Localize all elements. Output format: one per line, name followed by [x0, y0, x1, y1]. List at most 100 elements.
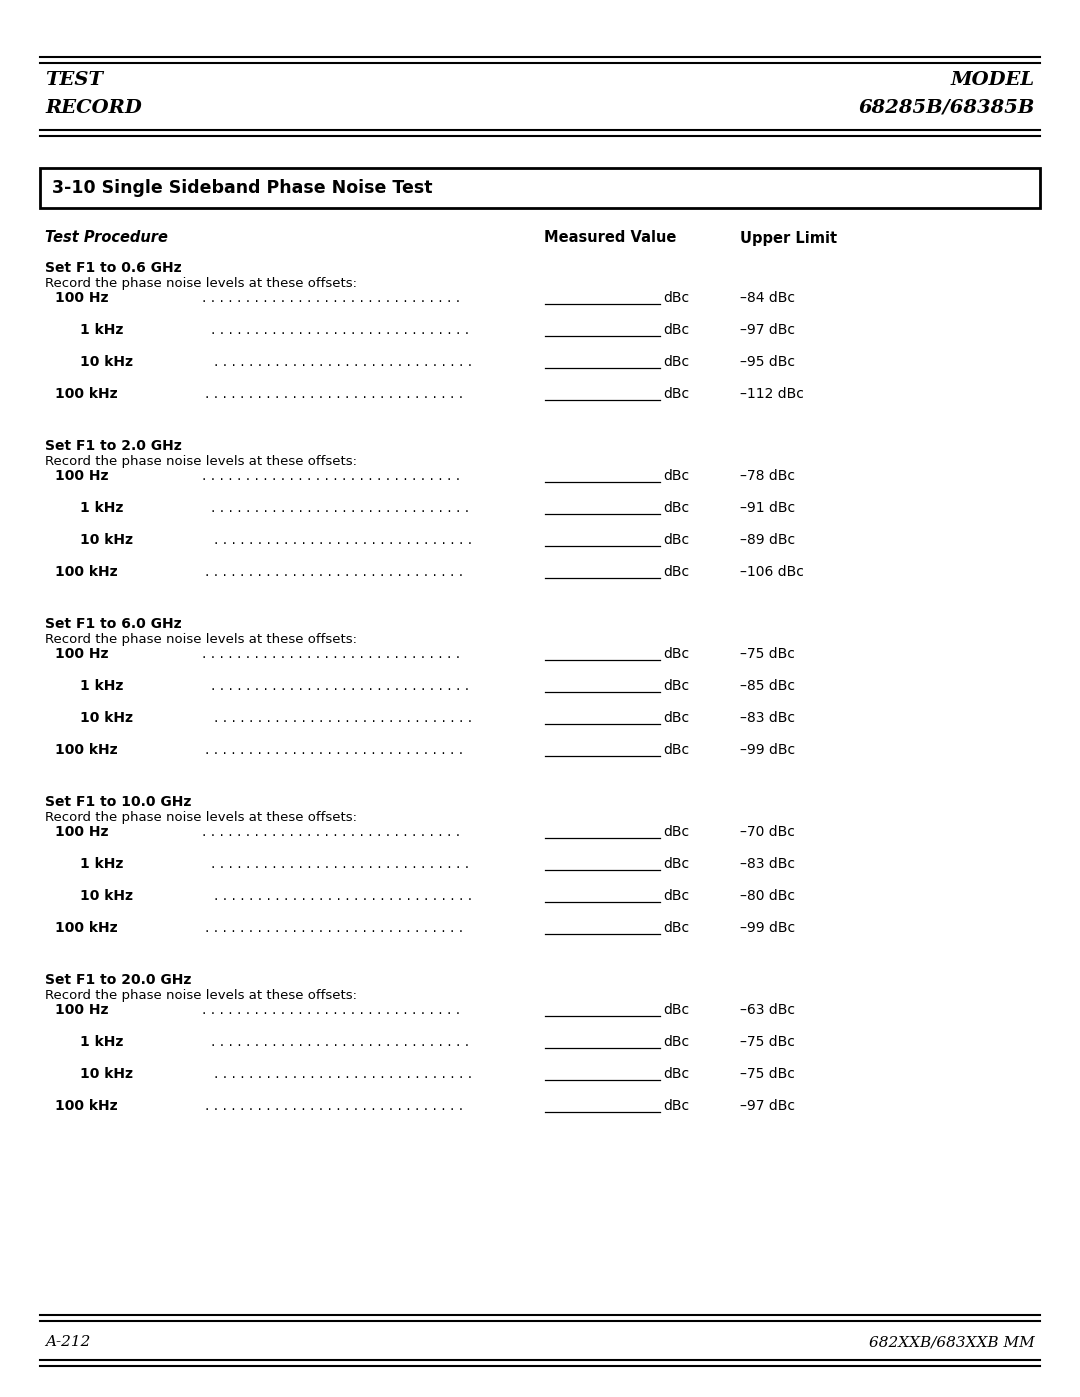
Text: . . . . . . . . . . . . . . . . . . . . . . . . . . . . . .: . . . . . . . . . . . . . . . . . . . . … [212, 856, 474, 870]
Text: . . . . . . . . . . . . . . . . . . . . . . . . . . . . . .: . . . . . . . . . . . . . . . . . . . . … [214, 888, 477, 902]
Text: 100 kHz: 100 kHz [55, 921, 118, 935]
Text: 1 kHz: 1 kHz [80, 502, 123, 515]
Text: dBc: dBc [663, 679, 689, 693]
Text: . . . . . . . . . . . . . . . . . . . . . . . . . . . . . .: . . . . . . . . . . . . . . . . . . . . … [202, 647, 464, 661]
Text: . . . . . . . . . . . . . . . . . . . . . . . . . . . . . .: . . . . . . . . . . . . . . . . . . . . … [214, 534, 477, 548]
Text: dBc: dBc [663, 888, 689, 902]
Text: . . . . . . . . . . . . . . . . . . . . . . . . . . . . . .: . . . . . . . . . . . . . . . . . . . . … [202, 291, 464, 305]
Text: . . . . . . . . . . . . . . . . . . . . . . . . . . . . . .: . . . . . . . . . . . . . . . . . . . . … [212, 679, 474, 693]
Text: Set F1 to 6.0 GHz: Set F1 to 6.0 GHz [45, 617, 181, 631]
Text: MODEL: MODEL [950, 71, 1035, 89]
Text: dBc: dBc [663, 711, 689, 725]
Text: –99 dBc: –99 dBc [740, 743, 795, 757]
Text: . . . . . . . . . . . . . . . . . . . . . . . . . . . . . .: . . . . . . . . . . . . . . . . . . . . … [212, 502, 474, 515]
Text: Test Procedure: Test Procedure [45, 231, 167, 246]
Text: . . . . . . . . . . . . . . . . . . . . . . . . . . . . . .: . . . . . . . . . . . . . . . . . . . . … [214, 355, 477, 369]
Text: TEST: TEST [45, 71, 103, 89]
Text: Upper Limit: Upper Limit [740, 231, 837, 246]
Text: Set F1 to 10.0 GHz: Set F1 to 10.0 GHz [45, 795, 191, 809]
Text: dBc: dBc [663, 323, 689, 337]
Text: . . . . . . . . . . . . . . . . . . . . . . . . . . . . . .: . . . . . . . . . . . . . . . . . . . . … [202, 826, 464, 840]
Text: 100 kHz: 100 kHz [55, 387, 118, 401]
Text: Record the phase noise levels at these offsets:: Record the phase noise levels at these o… [45, 989, 357, 1003]
Text: . . . . . . . . . . . . . . . . . . . . . . . . . . . . . .: . . . . . . . . . . . . . . . . . . . . … [205, 387, 468, 401]
Text: –99 dBc: –99 dBc [740, 921, 795, 935]
Text: –75 dBc: –75 dBc [740, 647, 795, 661]
Text: dBc: dBc [663, 387, 689, 401]
Text: dBc: dBc [663, 355, 689, 369]
Text: –112 dBc: –112 dBc [740, 387, 804, 401]
Text: dBc: dBc [663, 1099, 689, 1113]
Text: 10 kHz: 10 kHz [80, 1067, 133, 1081]
Text: . . . . . . . . . . . . . . . . . . . . . . . . . . . . . .: . . . . . . . . . . . . . . . . . . . . … [205, 564, 468, 578]
Text: 1 kHz: 1 kHz [80, 1035, 123, 1049]
Text: dBc: dBc [663, 502, 689, 515]
Text: A-212: A-212 [45, 1336, 91, 1350]
Text: . . . . . . . . . . . . . . . . . . . . . . . . . . . . . .: . . . . . . . . . . . . . . . . . . . . … [214, 711, 477, 725]
Text: dBc: dBc [663, 856, 689, 870]
Text: 1 kHz: 1 kHz [80, 856, 123, 870]
Text: 10 kHz: 10 kHz [80, 355, 133, 369]
Text: dBc: dBc [663, 534, 689, 548]
Text: Set F1 to 0.6 GHz: Set F1 to 0.6 GHz [45, 261, 181, 275]
Text: –63 dBc: –63 dBc [740, 1003, 795, 1017]
Text: –97 dBc: –97 dBc [740, 1099, 795, 1113]
Text: dBc: dBc [663, 564, 689, 578]
Text: 100 kHz: 100 kHz [55, 564, 118, 578]
Text: Measured Value: Measured Value [544, 231, 676, 246]
Text: Record the phase noise levels at these offsets:: Record the phase noise levels at these o… [45, 633, 357, 647]
Text: 100 Hz: 100 Hz [55, 291, 108, 305]
Text: –83 dBc: –83 dBc [740, 856, 795, 870]
Text: . . . . . . . . . . . . . . . . . . . . . . . . . . . . . .: . . . . . . . . . . . . . . . . . . . . … [214, 1067, 477, 1081]
Text: 10 kHz: 10 kHz [80, 711, 133, 725]
Text: 10 kHz: 10 kHz [80, 888, 133, 902]
Text: dBc: dBc [663, 291, 689, 305]
Text: dBc: dBc [663, 826, 689, 840]
Text: . . . . . . . . . . . . . . . . . . . . . . . . . . . . . .: . . . . . . . . . . . . . . . . . . . . … [212, 323, 474, 337]
Text: 68285B/68385B: 68285B/68385B [859, 99, 1035, 117]
Text: RECORD: RECORD [45, 99, 141, 117]
Text: . . . . . . . . . . . . . . . . . . . . . . . . . . . . . .: . . . . . . . . . . . . . . . . . . . . … [212, 1035, 474, 1049]
Text: dBc: dBc [663, 469, 689, 483]
Text: . . . . . . . . . . . . . . . . . . . . . . . . . . . . . .: . . . . . . . . . . . . . . . . . . . . … [205, 921, 468, 935]
Text: dBc: dBc [663, 647, 689, 661]
Text: –80 dBc: –80 dBc [740, 888, 795, 902]
Text: . . . . . . . . . . . . . . . . . . . . . . . . . . . . . .: . . . . . . . . . . . . . . . . . . . . … [205, 1099, 468, 1113]
Text: . . . . . . . . . . . . . . . . . . . . . . . . . . . . . .: . . . . . . . . . . . . . . . . . . . . … [202, 1003, 464, 1017]
Text: –85 dBc: –85 dBc [740, 679, 795, 693]
Bar [40, 168, 1040, 208]
Text: –89 dBc: –89 dBc [740, 534, 795, 548]
Text: –75 dBc: –75 dBc [740, 1067, 795, 1081]
Text: dBc: dBc [663, 1035, 689, 1049]
Text: 100 kHz: 100 kHz [55, 743, 118, 757]
Text: 10 kHz: 10 kHz [80, 534, 133, 548]
Text: 100 Hz: 100 Hz [55, 647, 108, 661]
Text: –95 dBc: –95 dBc [740, 355, 795, 369]
Text: 100 Hz: 100 Hz [55, 1003, 108, 1017]
Text: –97 dBc: –97 dBc [740, 323, 795, 337]
Text: –83 dBc: –83 dBc [740, 711, 795, 725]
Text: dBc: dBc [663, 743, 689, 757]
Text: 1 kHz: 1 kHz [80, 679, 123, 693]
Text: 1 kHz: 1 kHz [80, 323, 123, 337]
Text: 682XXB/683XXB MM: 682XXB/683XXB MM [869, 1336, 1035, 1350]
Text: 3-10 Single Sideband Phase Noise Test: 3-10 Single Sideband Phase Noise Test [52, 179, 432, 197]
Text: Set F1 to 2.0 GHz: Set F1 to 2.0 GHz [45, 439, 181, 453]
Text: 100 Hz: 100 Hz [55, 826, 108, 840]
Text: –78 dBc: –78 dBc [740, 469, 795, 483]
Text: –75 dBc: –75 dBc [740, 1035, 795, 1049]
Text: –91 dBc: –91 dBc [740, 502, 795, 515]
Text: . . . . . . . . . . . . . . . . . . . . . . . . . . . . . .: . . . . . . . . . . . . . . . . . . . . … [202, 469, 464, 483]
Text: . . . . . . . . . . . . . . . . . . . . . . . . . . . . . .: . . . . . . . . . . . . . . . . . . . . … [205, 743, 468, 757]
Text: dBc: dBc [663, 1003, 689, 1017]
Text: Record the phase noise levels at these offsets:: Record the phase noise levels at these o… [45, 812, 357, 824]
Text: 100 Hz: 100 Hz [55, 469, 108, 483]
Text: 100 kHz: 100 kHz [55, 1099, 118, 1113]
Text: –70 dBc: –70 dBc [740, 826, 795, 840]
Text: dBc: dBc [663, 921, 689, 935]
Text: dBc: dBc [663, 1067, 689, 1081]
Text: Record the phase noise levels at these offsets:: Record the phase noise levels at these o… [45, 278, 357, 291]
Text: –84 dBc: –84 dBc [740, 291, 795, 305]
Text: Record the phase noise levels at these offsets:: Record the phase noise levels at these o… [45, 455, 357, 468]
Text: Set F1 to 20.0 GHz: Set F1 to 20.0 GHz [45, 972, 191, 988]
